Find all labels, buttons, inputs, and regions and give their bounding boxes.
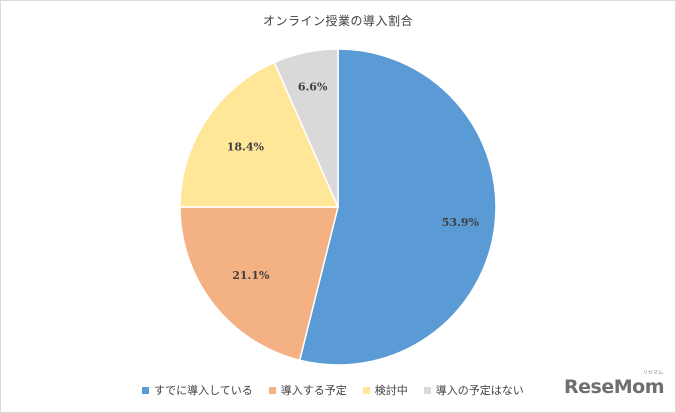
pie-slice-planned: [179, 206, 339, 362]
pie-slice-considering: [179, 61, 340, 208]
legend-label-considering: 検討中: [374, 384, 408, 397]
legend-swatch-no-plan: [423, 386, 431, 394]
legend-item-considering: 検討中: [362, 382, 408, 398]
data-label-already-introduced: 53.9%: [442, 216, 480, 229]
watermark-ruby: リセマム: [642, 370, 663, 376]
legend-item-already-introduced: すでに導入している: [142, 382, 253, 398]
pie-slice-no-plan: [273, 48, 339, 208]
chart-legend: すでに導入している 導入する予定 検討中 導入の予定はない: [142, 382, 524, 398]
legend-item-no-plan: 導入の予定はない: [423, 382, 524, 398]
resemom-logo: ReseMom: [564, 376, 664, 398]
legend-label-no-plan: 導入の予定はない: [435, 384, 524, 397]
legend-item-planned: 導入する予定: [268, 382, 347, 398]
legend-swatch-already-introduced: [142, 386, 149, 394]
data-label-considering: 18.4%: [227, 141, 265, 154]
chart-title: オンライン授業の導入割合: [262, 14, 413, 28]
legend-swatch-considering: [362, 386, 370, 394]
legend-label-planned: 導入する予定: [280, 384, 347, 397]
legend-label-already-introduced: すでに導入している: [154, 384, 253, 397]
data-label-no-plan: 6.6%: [298, 80, 328, 93]
data-label-planned: 21.1%: [232, 269, 270, 282]
legend-swatch-planned: [268, 386, 276, 394]
pie-slice-already-introduced: [298, 48, 497, 366]
